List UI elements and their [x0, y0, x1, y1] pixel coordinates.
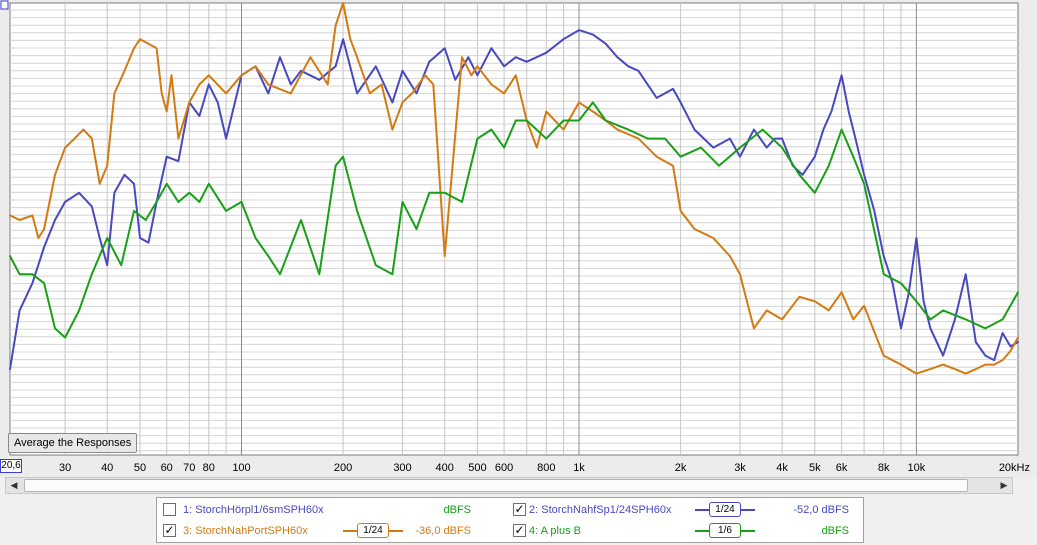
legend-checkbox-4[interactable]: ✓	[513, 523, 526, 537]
x-tick-label: 80	[203, 462, 215, 474]
legend-level-3: -36,0 dBFS	[415, 525, 471, 537]
freq-start-field[interactable]: 20,6	[0, 459, 22, 473]
x-tick-label: 400	[436, 462, 454, 474]
x-tick-label: 1k	[573, 462, 585, 474]
x-tick-label: 70	[183, 462, 195, 474]
x-tick-label: 8k	[878, 462, 890, 474]
x-tick-label: 30	[59, 462, 71, 474]
x-tick-label: 3k	[734, 462, 746, 474]
x-tick-label: 500	[468, 462, 486, 474]
legend-level-4: dBFS	[821, 525, 849, 537]
average-responses-button[interactable]: Average the Responses	[8, 433, 138, 453]
scroll-left-icon[interactable]: ◀	[10, 480, 18, 490]
x-tick-label: 300	[393, 462, 411, 474]
x-tick-label: 2k	[675, 462, 687, 474]
scroll-thumb[interactable]	[24, 479, 968, 492]
legend-name-2: 2: StorchNahfSp1/24SPH60x	[529, 504, 672, 516]
x-tick-label: 100	[232, 462, 250, 474]
x-tick-label: 20kHz	[999, 462, 1030, 474]
x-tick-label: 6k	[836, 462, 848, 474]
legend-smoothing-2[interactable]: 1/24	[695, 501, 755, 518]
x-tick-label: 10k	[908, 462, 926, 474]
plot-area: 30 40 50 60 70 80 100 200 300 400 500 600 800 1k 2k 3k 4…	[0, 0, 1037, 474]
x-tick-label: 200	[334, 462, 352, 474]
legend-checkbox-1[interactable]	[163, 503, 176, 516]
horizontal-scrollbar[interactable]: ◀ ▶	[5, 477, 1013, 494]
x-tick-label: 40	[101, 462, 113, 474]
x-tick-label: 5k	[809, 462, 821, 474]
legend-item-1: 1: StorchHörpl1/6smSPH60x dBFS	[157, 500, 509, 520]
x-tick-label: 800	[537, 462, 555, 474]
legend-smoothing-4[interactable]: 1/6	[695, 522, 755, 539]
legend-item-2: ✓ 2: StorchNahfSp1/24SPH60x 1/24 -52,0 d…	[509, 500, 865, 520]
legend-checkbox-3[interactable]: ✓	[163, 523, 176, 537]
series-line-2	[9, 2, 1019, 375]
legend-level-1: dBFS	[443, 504, 471, 516]
frequency-response-chart: 30 40 50 60 70 80 100 200 300 400 500 600 800 1k 2k 3k 4…	[0, 0, 1030, 474]
legend-item-4: ✓ 4: A plus B 1/6 dBFS	[509, 521, 865, 541]
legend-name-3: 3: StorchNahPortSPH60x	[183, 525, 308, 537]
x-tick-label: 4k	[776, 462, 788, 474]
legend-item-3: ✓ 3: StorchNahPortSPH60x 1/24 -36,0 dBFS	[157, 521, 509, 541]
series-line-3	[9, 101, 1019, 339]
legend-panel: 1: StorchHörpl1/6smSPH60x dBFS ✓ 2: Stor…	[156, 497, 864, 543]
legend-checkbox-2[interactable]: ✓	[513, 502, 526, 516]
legend-name-4: 4: A plus B	[529, 525, 581, 537]
legend-smoothing-3[interactable]: 1/24	[343, 522, 403, 539]
legend-name-1: 1: StorchHörpl1/6smSPH60x	[183, 504, 324, 516]
x-tick-label: 600	[495, 462, 513, 474]
scroll-right-icon[interactable]: ▶	[1000, 480, 1008, 490]
legend-level-2: -52,0 dBFS	[793, 504, 849, 516]
x-tick-label: 50	[134, 462, 146, 474]
x-tick-label: 60	[161, 462, 173, 474]
